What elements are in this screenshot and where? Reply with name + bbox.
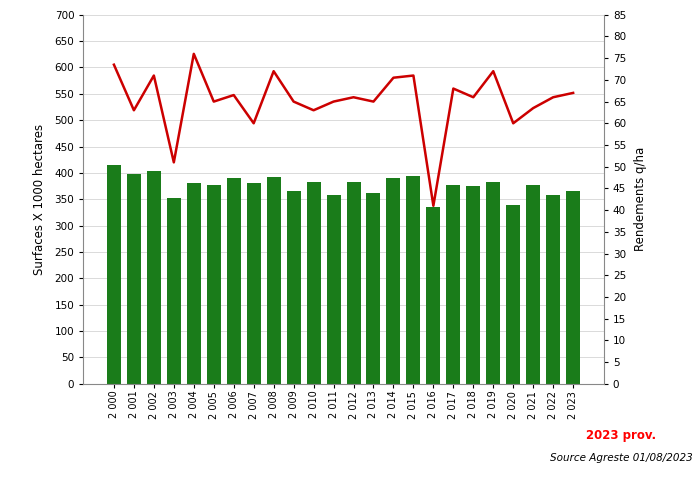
Bar bbox=[387, 178, 400, 384]
Bar bbox=[307, 182, 321, 384]
Bar bbox=[266, 177, 280, 384]
Bar bbox=[147, 171, 161, 384]
Text: Source Agreste 01/08/2023: Source Agreste 01/08/2023 bbox=[550, 453, 693, 462]
Bar bbox=[426, 207, 441, 384]
Bar bbox=[107, 165, 121, 384]
Y-axis label: Surfaces X 1000 hectares: Surfaces X 1000 hectares bbox=[33, 123, 46, 275]
Bar bbox=[207, 184, 221, 384]
Bar bbox=[486, 182, 500, 384]
Bar bbox=[407, 176, 421, 384]
Bar bbox=[506, 205, 520, 384]
Bar bbox=[187, 183, 201, 384]
Bar bbox=[127, 175, 141, 384]
Y-axis label: Rendements q/ha: Rendements q/ha bbox=[634, 147, 648, 251]
Bar bbox=[346, 183, 360, 384]
Bar bbox=[167, 198, 181, 384]
Bar bbox=[566, 191, 580, 384]
Bar bbox=[366, 193, 380, 384]
Bar bbox=[466, 186, 480, 384]
Bar bbox=[246, 184, 261, 384]
Bar bbox=[287, 191, 301, 384]
Bar bbox=[546, 195, 560, 384]
Bar bbox=[227, 178, 241, 384]
Bar bbox=[526, 184, 540, 384]
Text: 2023 prov.: 2023 prov. bbox=[586, 429, 657, 442]
Bar bbox=[327, 195, 341, 384]
Bar bbox=[446, 185, 460, 384]
